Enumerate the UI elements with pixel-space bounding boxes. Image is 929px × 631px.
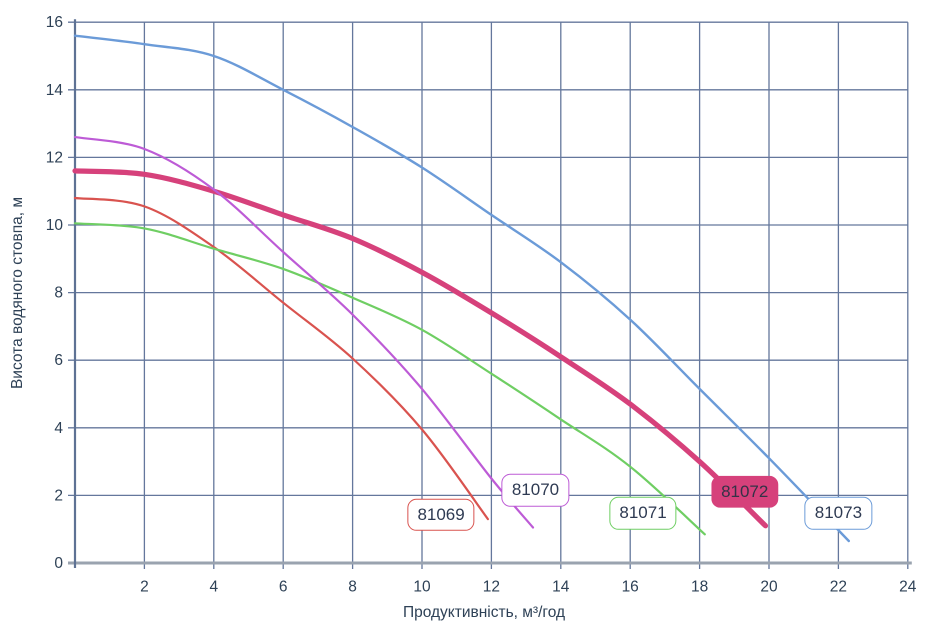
curve-81070	[73, 136, 535, 529]
y-tick-label-12: 12	[46, 149, 63, 166]
series-label-81069: 81069	[407, 498, 475, 532]
series-label-81070: 81070	[501, 474, 570, 507]
y-tick-label-8: 8	[54, 285, 63, 302]
x-tick-label-6: 6	[279, 578, 288, 595]
y-axis-title: Висота водяного стовпа, м	[9, 196, 26, 390]
x-tick-label-8: 8	[348, 578, 357, 595]
series-label-81073: 81073	[804, 497, 873, 530]
x-tick-label-20: 20	[760, 578, 778, 595]
y-tick-label-4: 4	[54, 420, 63, 437]
curve-81069	[73, 196, 489, 521]
curve-81071	[73, 222, 706, 536]
y-tick-label-6: 6	[54, 352, 63, 369]
x-tick-label-16: 16	[622, 578, 639, 595]
x-tick-label-18: 18	[691, 578, 708, 595]
y-tick-label-14: 14	[46, 82, 64, 99]
y-tick-label-0: 0	[54, 555, 63, 572]
series-label-81072: 81072	[711, 475, 779, 509]
y-tick-label-10: 10	[46, 217, 64, 234]
y-tick-label-16: 16	[46, 14, 63, 31]
x-tick-label-24: 24	[899, 578, 917, 595]
x-tick-label-10: 10	[413, 578, 431, 595]
x-tick-label-22: 22	[830, 578, 847, 595]
x-tick-label-12: 12	[483, 578, 500, 595]
y-tick-label-2: 2	[54, 487, 63, 504]
series-label-81071: 81071	[609, 497, 677, 530]
x-tick-label-4: 4	[209, 578, 218, 595]
x-tick-label-14: 14	[552, 578, 570, 595]
curve-81073	[73, 34, 850, 543]
x-axis-title: Продуктивність, м³/год	[402, 604, 566, 621]
curve-81072	[72, 168, 769, 529]
x-tick-label-2: 2	[140, 578, 149, 595]
